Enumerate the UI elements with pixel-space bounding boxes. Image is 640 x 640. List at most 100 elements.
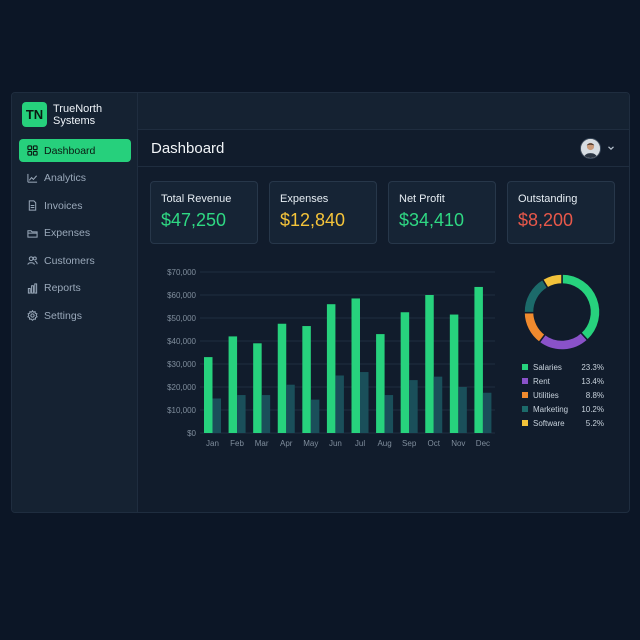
sidebar-item-label: Customers: [44, 254, 95, 267]
sidebar-item-label: Dashboard: [44, 144, 96, 157]
bar-jan-s2[interactable]: [212, 398, 222, 434]
sidebar-item-dashboard[interactable]: Dashboard: [19, 139, 131, 162]
gear-icon: [27, 310, 38, 321]
brand-name-line2: Systems: [53, 114, 96, 127]
bar-nov-s1[interactable]: [449, 314, 459, 433]
donut-slice-utilities[interactable]: [523, 311, 547, 344]
sidebar-item-reports[interactable]: Reports: [19, 277, 131, 300]
x-tick-label: Jul: [355, 439, 365, 448]
legend-item-salaries: Salaries 23.3%: [522, 360, 604, 374]
bar-mar-s2[interactable]: [261, 395, 271, 433]
legend-label: Rent: [533, 376, 550, 386]
bar-oct-s2[interactable]: [433, 376, 443, 433]
legend-swatch: [522, 406, 528, 412]
user-avatar[interactable]: [580, 138, 601, 159]
card-value: $34,410: [399, 210, 465, 230]
expense-donut-chart: [523, 273, 601, 351]
bar-apr-s1[interactable]: [277, 323, 287, 433]
card-value: $47,250: [161, 210, 227, 230]
sidebar-item-settings[interactable]: Settings: [19, 304, 131, 327]
page-title: Dashboard: [151, 140, 225, 157]
x-tick-label: Feb: [230, 439, 244, 448]
bar-feb-s1[interactable]: [228, 336, 238, 433]
stat-card-total-revenue[interactable]: Total Revenue $47,250: [150, 181, 258, 244]
legend-item-rent: Rent 13.4%: [522, 374, 604, 388]
donut-slice-rent[interactable]: [538, 331, 589, 351]
y-tick-label: $30,000: [167, 360, 196, 369]
sidebar-item-customers[interactable]: Customers: [19, 249, 131, 272]
bar-aug-s2[interactable]: [384, 395, 394, 433]
bar-apr-s2[interactable]: [286, 384, 295, 433]
legend-value: 8.8%: [585, 390, 604, 400]
legend-item-marketing: Marketing 10.2%: [522, 402, 604, 416]
bar-jul-s1[interactable]: [351, 298, 361, 433]
sidebar: TN TrueNorth Systems Dashboard Analytics…: [12, 93, 138, 512]
legend-label: Software: [533, 418, 565, 428]
legend-swatch: [522, 420, 528, 426]
brand[interactable]: TN TrueNorth Systems: [22, 102, 102, 127]
legend-value: 5.2%: [585, 418, 604, 428]
y-tick-label: $20,000: [167, 383, 196, 392]
sidebar-item-label: Reports: [44, 282, 81, 294]
y-tick-label: $60,000: [167, 291, 196, 300]
donut-legend: Salaries 23.3% Rent 13.4% Utilities 8.8% Marke…: [522, 360, 604, 430]
legend-label: Marketing: [533, 404, 569, 414]
x-tick-label: May: [303, 439, 318, 448]
bar-jul-s2[interactable]: [360, 372, 369, 433]
y-tick-label: $0: [187, 429, 196, 438]
brand-name-line1: TrueNorth: [53, 102, 103, 115]
sidebar-item-label: Analytics: [44, 172, 87, 184]
legend-item-software: Software 5.2%: [522, 416, 604, 430]
x-tick-label: Apr: [280, 439, 293, 448]
grid-icon: [27, 145, 38, 156]
revenue-bar-chart: $0 $10,000 $20,000 $30,000 $40,000 $50,000 $60…: [167, 268, 495, 448]
sidebar-item-analytics[interactable]: Analytics: [19, 167, 131, 190]
bar-nov-s2[interactable]: [458, 387, 467, 433]
bar-oct-s1[interactable]: [425, 295, 434, 433]
stat-card-outstanding[interactable]: Outstanding $8,200: [507, 181, 615, 244]
card-label: Total Revenue: [161, 193, 232, 205]
legend-value: 23.3%: [581, 362, 604, 372]
folder-icon: [27, 229, 38, 238]
x-tick-label: Oct: [428, 439, 441, 448]
bar-dec-s2[interactable]: [482, 392, 492, 433]
top-bar: [138, 93, 629, 130]
x-tick-label: Sep: [402, 439, 417, 448]
brand-name: TrueNorth Systems: [53, 103, 102, 127]
card-label: Outstanding: [518, 193, 578, 205]
bar-sep-s1[interactable]: [400, 312, 410, 433]
sidebar-item-label: Invoices: [44, 199, 83, 212]
bar-feb-s2[interactable]: [237, 395, 246, 433]
donut-slice-software[interactable]: [541, 273, 563, 289]
card-label: Expenses: [280, 193, 329, 205]
donut-slice-marketing[interactable]: [523, 278, 549, 314]
bar-dec-s1[interactable]: [474, 286, 483, 433]
legend-label: Salaries: [533, 362, 562, 372]
donut-slice-salaries[interactable]: [561, 273, 601, 342]
users-icon: [27, 256, 38, 265]
card-value: $8,200: [518, 210, 574, 230]
x-tick-label: Nov: [451, 439, 465, 448]
y-tick-label: $70,000: [167, 268, 196, 277]
app-window: TN TrueNorth Systems Dashboard Analytics…: [11, 92, 630, 513]
bar-mar-s1[interactable]: [253, 343, 262, 433]
bar-sep-s2[interactable]: [409, 380, 418, 433]
legend-swatch: [522, 378, 528, 384]
sidebar-item-expenses[interactable]: Expenses: [19, 222, 131, 245]
x-tick-label: Mar: [255, 439, 269, 448]
bar-aug-s1[interactable]: [376, 334, 385, 433]
legend-swatch: [522, 392, 528, 398]
avatar-photo: [581, 139, 600, 158]
legend-label: Utilities: [533, 390, 559, 400]
bar-jun-s1[interactable]: [326, 304, 336, 433]
chevron-down-icon[interactable]: [607, 144, 615, 152]
stat-card-net-profit[interactable]: Net Profit $34,410: [388, 181, 496, 244]
bar-jan-s1[interactable]: [204, 357, 213, 433]
card-value: $12,840: [280, 210, 346, 230]
bar-jun-s2[interactable]: [335, 375, 344, 434]
sidebar-item-invoices[interactable]: Invoices: [19, 194, 131, 217]
bar-may-s1[interactable]: [302, 326, 311, 433]
stat-card-expenses[interactable]: Expenses $12,840: [269, 181, 377, 244]
bar-may-s2[interactable]: [310, 399, 320, 433]
brand-logo: TN: [22, 102, 47, 127]
